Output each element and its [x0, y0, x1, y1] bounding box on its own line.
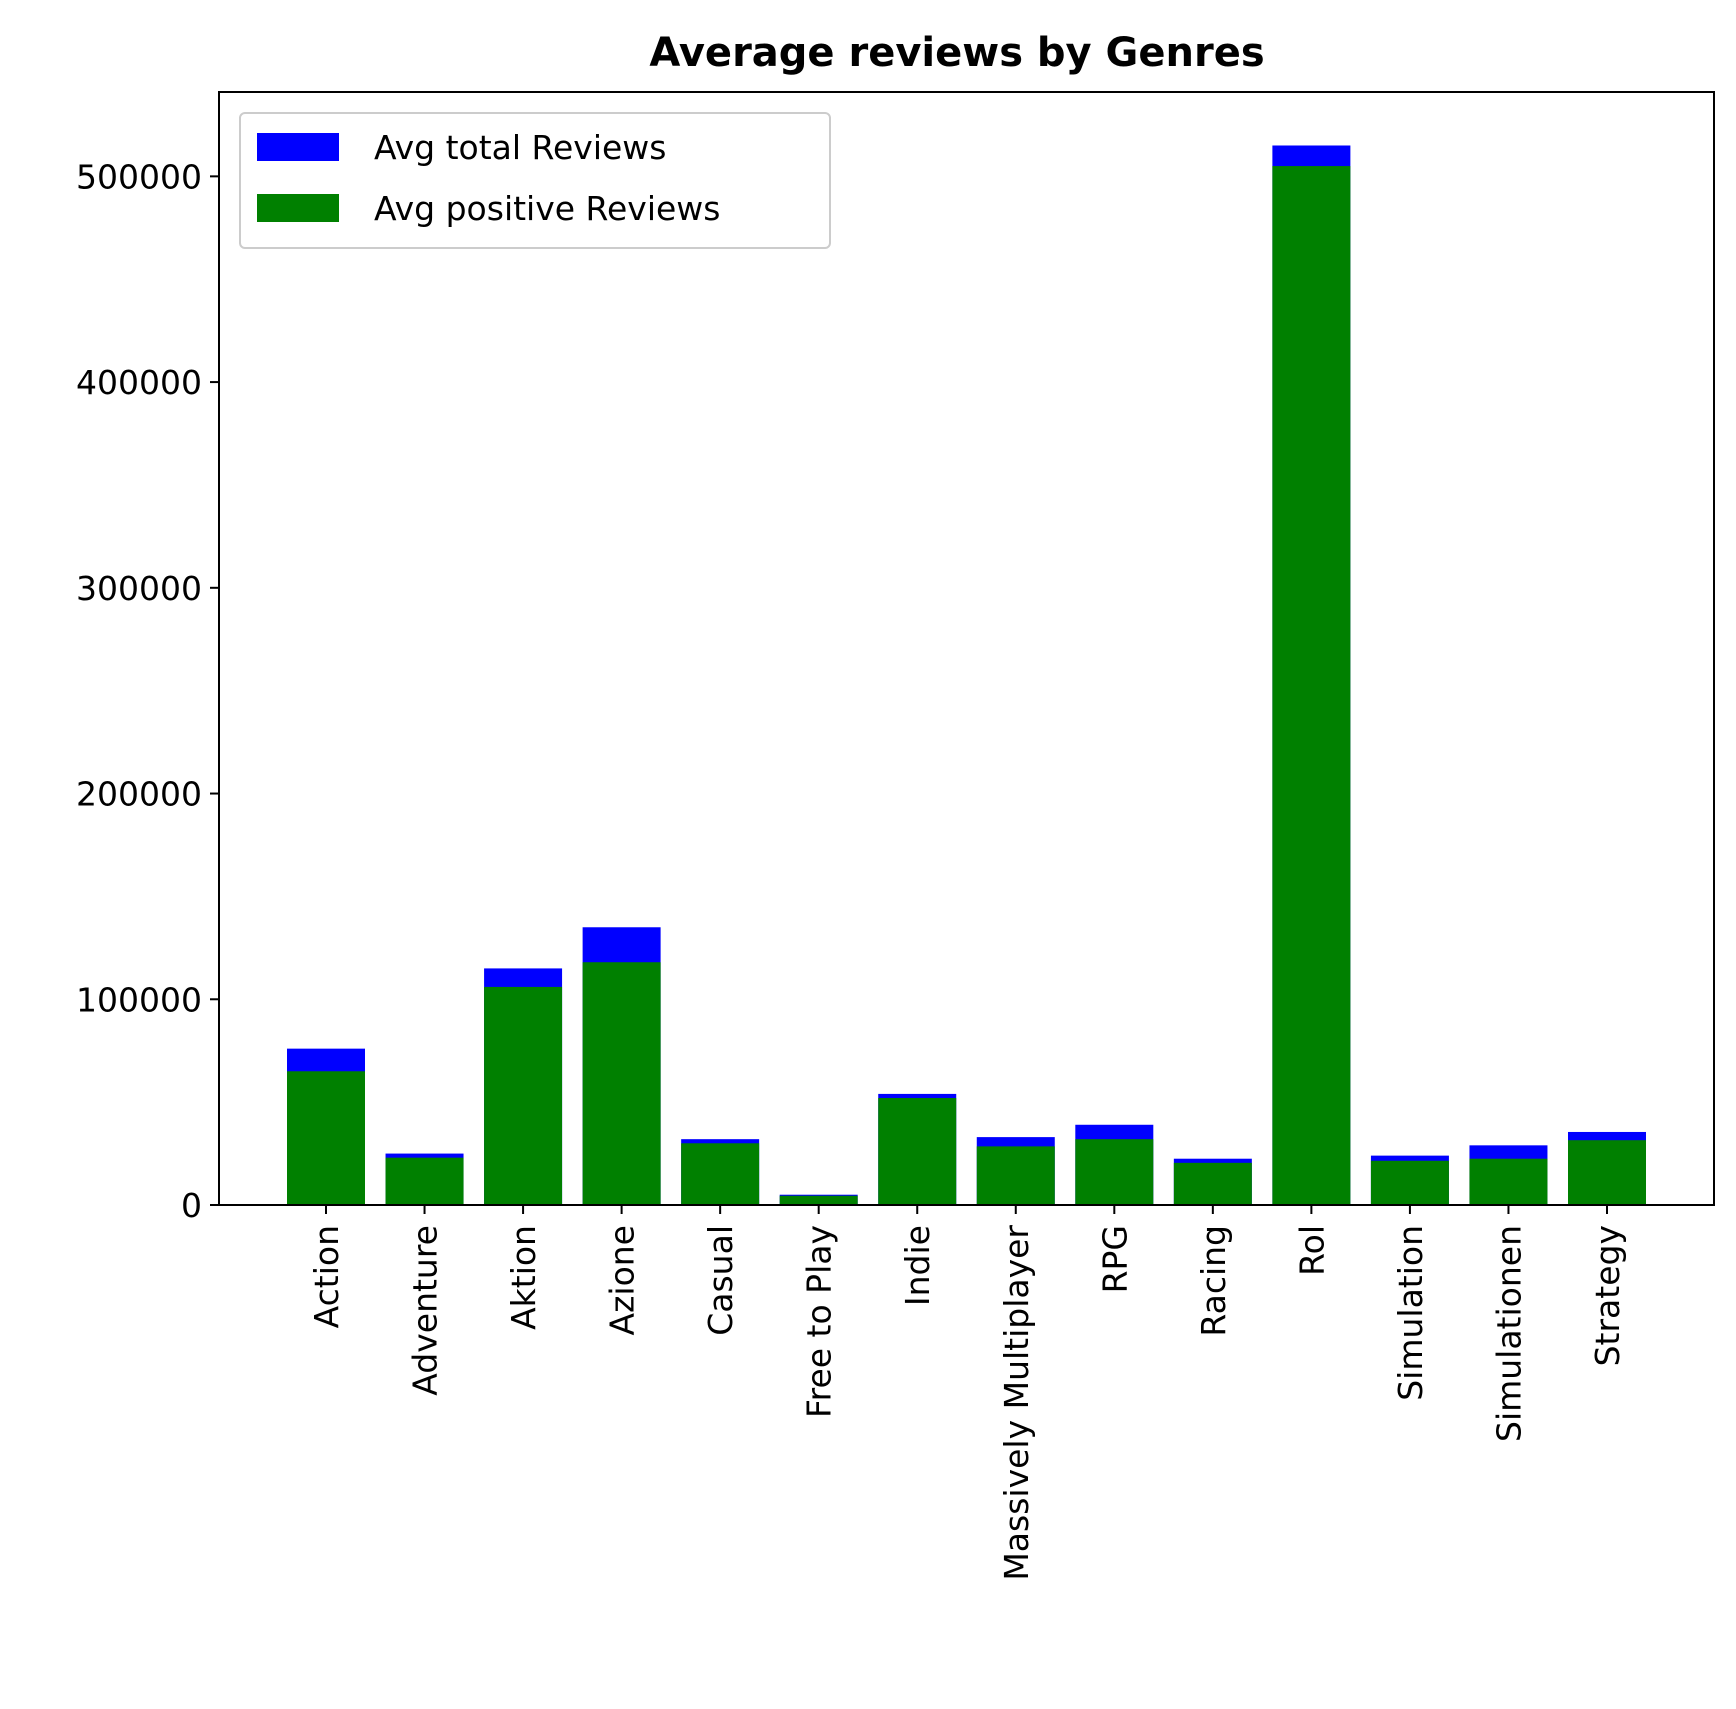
- x-tick-label: Adventure: [406, 1225, 445, 1396]
- y-tick-label: 300000: [76, 569, 202, 608]
- bar-positive-racing: [1173, 1162, 1252, 1205]
- x-tick-label: Free to Play: [800, 1225, 839, 1418]
- bar-positive-rol: [1272, 166, 1351, 1205]
- chart-title: Average reviews by Genres: [649, 30, 1264, 76]
- legend-frame: [239, 112, 831, 249]
- x-tick-label: RPG: [1095, 1225, 1134, 1293]
- x-tick-label: Racing: [1194, 1225, 1233, 1337]
- bar-positive-aktion: [484, 986, 563, 1205]
- bar-positive-strategy: [1568, 1140, 1646, 1205]
- x-tick-label: Casual: [701, 1225, 740, 1336]
- legend-label: Avg total Reviews: [374, 128, 667, 167]
- x-tick-label: Azione: [603, 1225, 642, 1335]
- bar-positive-simulation: [1370, 1160, 1449, 1205]
- x-tick-label: Aktion: [504, 1225, 543, 1330]
- legend-swatch: [257, 133, 339, 161]
- x-tick-label: Rol: [1292, 1225, 1331, 1276]
- x-tick-label: Indie: [898, 1225, 937, 1306]
- bar-positive-free-to-play: [779, 1195, 858, 1205]
- x-tick-label: Massively Multiplayer: [997, 1225, 1036, 1581]
- legend-swatch: [257, 194, 339, 222]
- legend-label: Avg positive Reviews: [374, 189, 720, 228]
- bar-positive-rpg: [1075, 1139, 1154, 1205]
- x-tick-label: Simulation: [1391, 1225, 1430, 1401]
- x-tick-label: Action: [307, 1225, 346, 1328]
- x-tick-label: Simulationen: [1489, 1225, 1528, 1442]
- y-tick-label: 500000: [76, 157, 202, 196]
- y-tick-label: 0: [181, 1186, 202, 1225]
- bar-positive-azione: [582, 962, 661, 1205]
- bars-group: [287, 145, 1646, 1205]
- y-tick-label: 200000: [76, 775, 202, 814]
- bar-positive-action: [287, 1071, 365, 1205]
- y-tick-label: 100000: [76, 980, 202, 1019]
- x-tick-label: Strategy: [1588, 1225, 1627, 1366]
- bar-positive-massively-multiplayer: [976, 1146, 1055, 1205]
- x-axis: Action Adventure Aktion Azione Casual Free to…: [307, 1205, 1627, 1581]
- y-tick-label: 400000: [76, 363, 202, 402]
- plot-frame: [218, 91, 1715, 1206]
- bar-positive-simulationen: [1469, 1158, 1548, 1205]
- bar-positive-casual: [681, 1143, 760, 1205]
- y-axis: 0 100000 200000 300000 400000 500000: [76, 157, 219, 1225]
- bar-positive-indie: [878, 1098, 957, 1205]
- bar-positive-adventure: [385, 1157, 464, 1205]
- legend: Avg total Reviews Avg positive Reviews: [239, 112, 831, 249]
